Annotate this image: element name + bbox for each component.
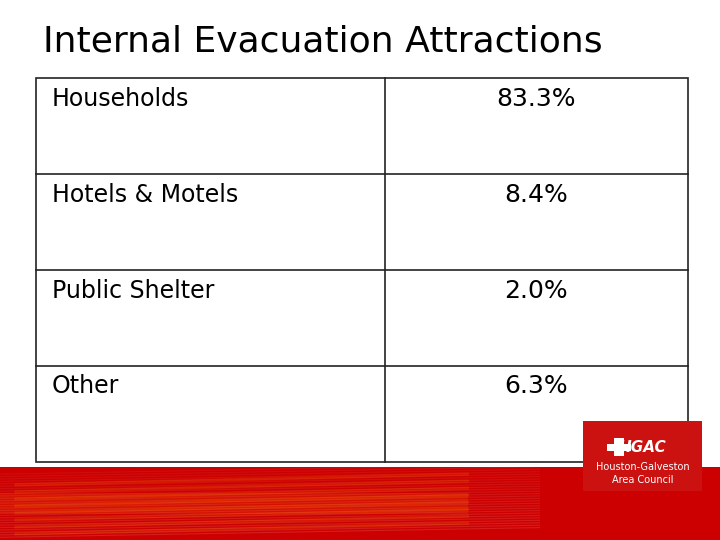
Text: 8.4%: 8.4% <box>505 183 568 207</box>
Text: 2.0%: 2.0% <box>505 279 568 302</box>
Text: 83.3%: 83.3% <box>497 87 576 111</box>
Bar <box>0 467 720 540</box>
Bar <box>614 438 624 456</box>
Text: Hotels & Motels: Hotels & Motels <box>52 183 238 207</box>
Text: Internal Evacuation Attractions: Internal Evacuation Attractions <box>43 24 603 58</box>
Text: 6.3%: 6.3% <box>505 375 568 399</box>
Bar <box>36 78 688 462</box>
Bar <box>583 421 702 491</box>
Bar <box>0 492 468 515</box>
Text: Households: Households <box>52 87 189 111</box>
Bar <box>607 444 631 451</box>
Text: HGAC: HGAC <box>618 441 667 455</box>
Text: Houston-Galveston
Area Council: Houston-Galveston Area Council <box>595 462 690 485</box>
Text: Public Shelter: Public Shelter <box>52 279 215 302</box>
Text: Other: Other <box>52 375 120 399</box>
